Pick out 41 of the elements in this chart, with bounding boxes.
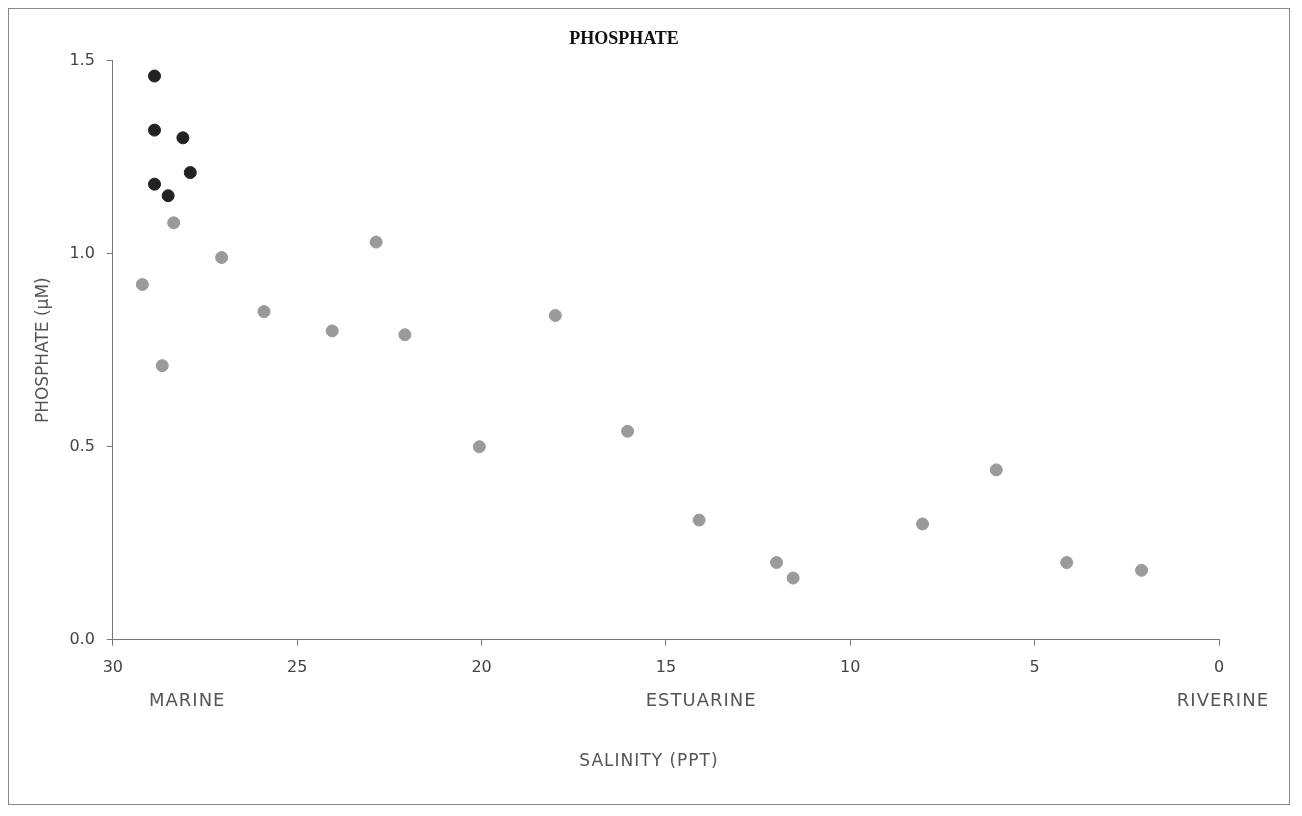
y-tick-label: 1.0 [69, 242, 95, 262]
point [369, 235, 383, 249]
point [135, 278, 149, 292]
point [176, 131, 190, 145]
text: RIVERINE [1176, 689, 1269, 710]
point [916, 517, 930, 531]
x-tick-label: 30 [102, 656, 124, 676]
text: MARINE [149, 689, 226, 710]
point [215, 251, 229, 265]
point [148, 123, 162, 137]
point [472, 440, 486, 454]
x-tick-label: 25 [287, 656, 308, 676]
x-tick-label: 0 [1213, 656, 1225, 676]
y-axis-title: PHOSPHATE (μM) [31, 277, 52, 424]
point [155, 359, 169, 373]
point [989, 463, 1003, 477]
point [1135, 563, 1149, 577]
x-tick-label: 5 [1029, 656, 1040, 676]
point [167, 216, 181, 230]
point [786, 571, 800, 585]
y-tick-label: 1.5 [69, 49, 95, 69]
point [398, 328, 412, 342]
point [1060, 556, 1074, 570]
point [770, 556, 784, 570]
text: ESTUARINE [645, 689, 757, 710]
x-tick-label: 20 [471, 656, 492, 676]
y-tick-label: 0.0 [69, 628, 95, 648]
point [257, 305, 271, 319]
x-tick-label: 10 [840, 656, 861, 676]
point [548, 308, 562, 322]
y-tick-label: 0.5 [69, 435, 95, 455]
x-axis-title: SALINITY (PPT) [578, 750, 720, 770]
point [148, 69, 162, 83]
x-tick-label: 15 [655, 656, 677, 676]
point [325, 324, 339, 338]
point [692, 513, 706, 527]
chart-title: PHOSPHATE [569, 28, 679, 49]
point [161, 189, 175, 203]
point [621, 424, 635, 438]
point [148, 177, 162, 191]
point [183, 166, 197, 180]
